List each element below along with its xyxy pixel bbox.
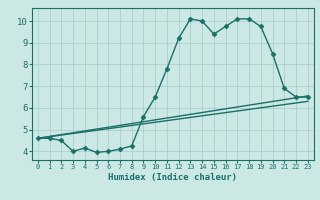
X-axis label: Humidex (Indice chaleur): Humidex (Indice chaleur) xyxy=(108,173,237,182)
